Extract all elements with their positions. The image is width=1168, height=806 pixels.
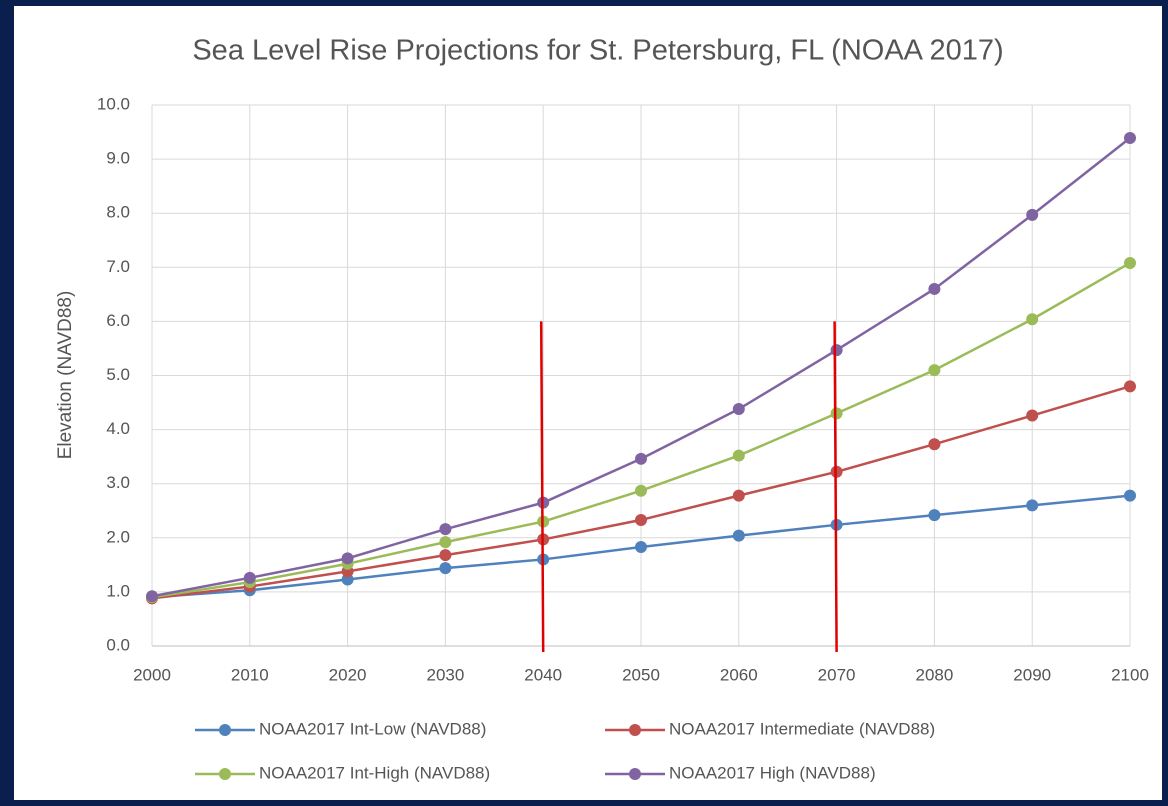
x-tick-label: 2080 bbox=[915, 665, 953, 684]
data-point bbox=[830, 344, 843, 357]
chart-background bbox=[14, 6, 1162, 800]
data-point bbox=[928, 364, 941, 377]
y-tick-label: 0.0 bbox=[106, 635, 130, 654]
data-point bbox=[1124, 489, 1136, 502]
data-point bbox=[1026, 499, 1039, 512]
data-point bbox=[635, 540, 647, 553]
reference-line bbox=[833, 321, 838, 653]
y-tick-label: 4.0 bbox=[106, 419, 130, 438]
y-tick-label: 9.0 bbox=[106, 149, 130, 168]
data-point bbox=[146, 590, 158, 603]
legend-label: NOAA2017 Int-Low (NAVD88) bbox=[259, 719, 486, 738]
x-tick-label: 2090 bbox=[1013, 665, 1051, 684]
x-tick-label: 2100 bbox=[1111, 665, 1149, 684]
data-point bbox=[1026, 409, 1039, 422]
legend-marker bbox=[219, 768, 231, 780]
legend-marker bbox=[629, 768, 641, 780]
legend-label: NOAA2017 Intermediate (NAVD88) bbox=[669, 719, 935, 738]
data-point bbox=[1026, 208, 1039, 221]
data-point bbox=[830, 407, 843, 420]
y-tick-label: 10.0 bbox=[97, 94, 130, 113]
x-tick-label: 2040 bbox=[524, 665, 562, 684]
data-point bbox=[635, 484, 647, 497]
y-tick-label: 7.0 bbox=[106, 257, 130, 276]
x-tick-label: 2010 bbox=[231, 665, 269, 684]
reference-line bbox=[539, 321, 545, 653]
data-point bbox=[341, 552, 354, 565]
data-point bbox=[928, 509, 941, 522]
data-point bbox=[1124, 380, 1136, 393]
legend-marker bbox=[219, 724, 231, 736]
data-point bbox=[1124, 132, 1136, 145]
data-point bbox=[439, 549, 452, 562]
data-point bbox=[243, 571, 256, 584]
data-point bbox=[928, 282, 941, 295]
y-tick-label: 6.0 bbox=[106, 311, 130, 330]
x-tick-label: 2000 bbox=[133, 665, 171, 684]
x-tick-label: 2070 bbox=[818, 665, 856, 684]
data-point bbox=[635, 452, 647, 465]
y-tick-label: 2.0 bbox=[106, 527, 130, 546]
y-tick-label: 1.0 bbox=[106, 581, 130, 600]
data-point bbox=[635, 513, 647, 526]
data-point bbox=[439, 536, 452, 549]
y-tick-label: 8.0 bbox=[106, 203, 130, 222]
data-point bbox=[732, 529, 745, 542]
x-tick-label: 2050 bbox=[622, 665, 660, 684]
legend-label: NOAA2017 Int-High (NAVD88) bbox=[259, 763, 490, 782]
data-point bbox=[439, 562, 452, 575]
chart-title: Sea Level Rise Projections for St. Peter… bbox=[192, 35, 1003, 67]
x-tick-label: 2060 bbox=[720, 665, 758, 684]
x-tick-label: 2030 bbox=[426, 665, 464, 684]
legend-marker bbox=[629, 724, 641, 736]
y-tick-label: 3.0 bbox=[106, 473, 130, 492]
data-point bbox=[1026, 313, 1039, 326]
data-point bbox=[732, 489, 745, 502]
y-axis-label: Elevation (NAVD88) bbox=[55, 291, 76, 460]
data-point bbox=[732, 449, 745, 462]
data-point bbox=[732, 403, 745, 416]
data-point bbox=[1124, 256, 1136, 269]
data-point bbox=[928, 438, 941, 451]
x-tick-label: 2020 bbox=[329, 665, 367, 684]
y-tick-label: 5.0 bbox=[106, 365, 130, 384]
legend-label: NOAA2017 High (NAVD88) bbox=[669, 763, 876, 782]
data-point bbox=[439, 523, 452, 536]
